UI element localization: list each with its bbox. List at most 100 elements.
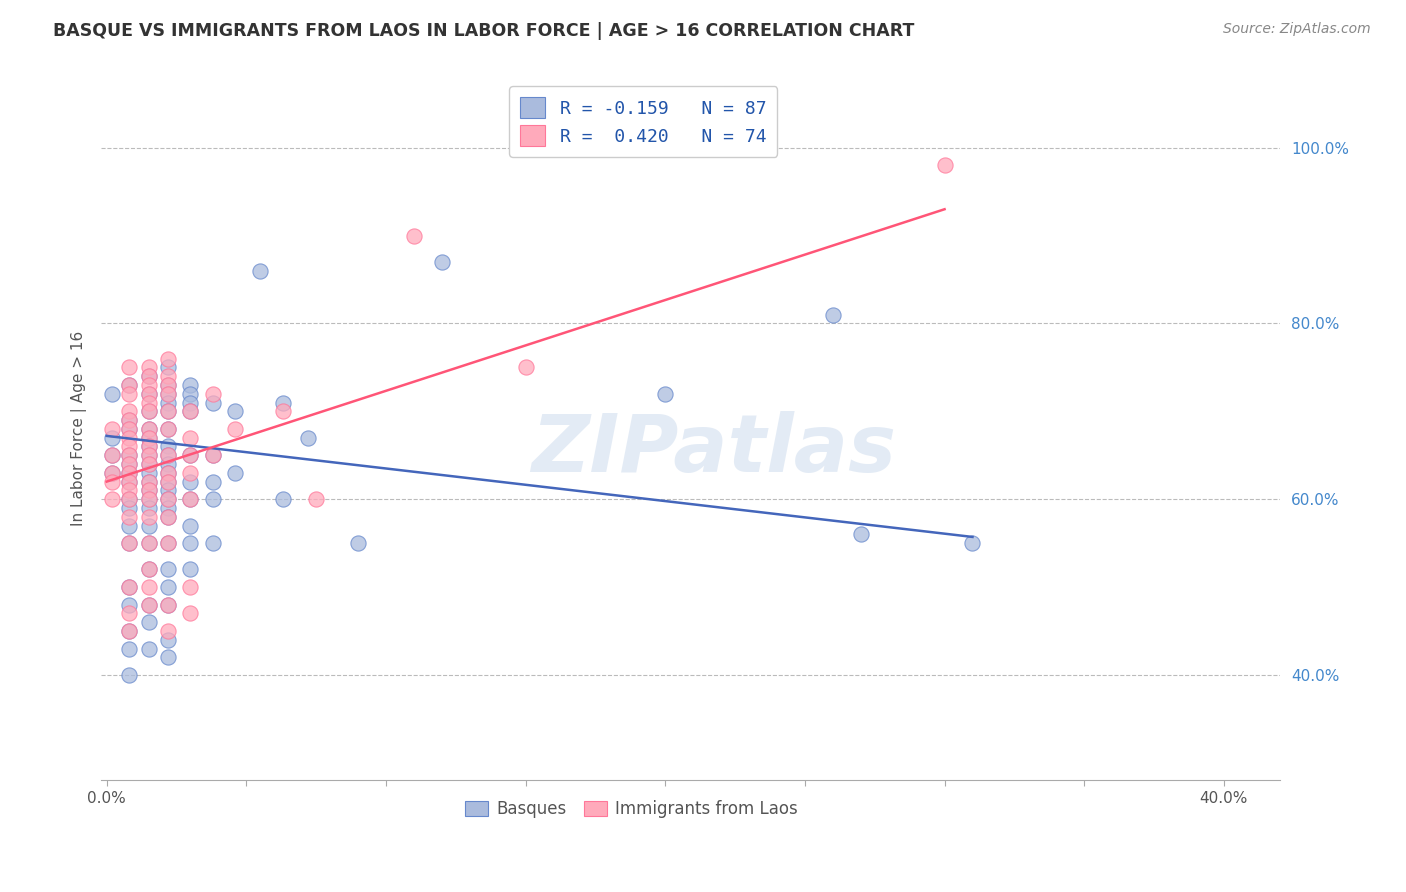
Point — [118, 580, 141, 594]
Text: Source: ZipAtlas.com: Source: ZipAtlas.com — [1223, 22, 1371, 37]
Point — [179, 518, 201, 533]
Point — [138, 457, 160, 471]
Point — [118, 413, 141, 427]
Point — [138, 386, 160, 401]
Point — [118, 483, 141, 498]
Point — [157, 466, 180, 480]
Point — [138, 475, 160, 489]
Point — [118, 580, 141, 594]
Point — [118, 422, 141, 436]
Point — [224, 466, 246, 480]
Point — [179, 386, 201, 401]
Point — [138, 562, 160, 576]
Point — [157, 448, 180, 462]
Point — [138, 483, 160, 498]
Point — [934, 158, 956, 172]
Point — [201, 386, 224, 401]
Point — [118, 404, 141, 418]
Y-axis label: In Labor Force | Age > 16: In Labor Force | Age > 16 — [72, 331, 87, 526]
Point — [305, 492, 328, 507]
Point — [118, 448, 141, 462]
Point — [179, 466, 201, 480]
Point — [138, 492, 160, 507]
Point — [157, 360, 180, 375]
Point — [157, 404, 180, 418]
Point — [157, 475, 180, 489]
Point — [201, 475, 224, 489]
Point — [201, 395, 224, 409]
Point — [118, 624, 141, 638]
Legend: Basques, Immigrants from Laos: Basques, Immigrants from Laos — [458, 793, 804, 825]
Point — [157, 632, 180, 647]
Point — [157, 509, 180, 524]
Point — [157, 483, 180, 498]
Point — [224, 422, 246, 436]
Point — [138, 500, 160, 515]
Point — [402, 228, 425, 243]
Point — [157, 580, 180, 594]
Point — [118, 607, 141, 621]
Point — [249, 264, 271, 278]
Point — [118, 378, 141, 392]
Point — [118, 378, 141, 392]
Point — [138, 422, 160, 436]
Point — [157, 598, 180, 612]
Point — [179, 404, 201, 418]
Point — [157, 404, 180, 418]
Point — [157, 509, 180, 524]
Point — [271, 492, 294, 507]
Point — [118, 536, 141, 550]
Point — [138, 386, 160, 401]
Point — [138, 360, 160, 375]
Point — [118, 500, 141, 515]
Point — [101, 422, 124, 436]
Point — [201, 536, 224, 550]
Point — [138, 457, 160, 471]
Point — [138, 378, 160, 392]
Point — [271, 395, 294, 409]
Point — [118, 360, 141, 375]
Point — [515, 360, 537, 375]
Point — [157, 624, 180, 638]
Point — [138, 536, 160, 550]
Point — [224, 404, 246, 418]
Point — [157, 422, 180, 436]
Point — [138, 395, 160, 409]
Point — [138, 369, 160, 384]
Point — [201, 448, 224, 462]
Point — [138, 475, 160, 489]
Point — [118, 439, 141, 453]
Point — [157, 395, 180, 409]
Point — [118, 457, 141, 471]
Point — [201, 448, 224, 462]
Point — [179, 404, 201, 418]
Point — [138, 492, 160, 507]
Point — [654, 386, 676, 401]
Point — [179, 448, 201, 462]
Text: ZIPatlas: ZIPatlas — [531, 411, 897, 489]
Point — [101, 492, 124, 507]
Point — [118, 598, 141, 612]
Point — [157, 378, 180, 392]
Point — [157, 562, 180, 576]
Point — [118, 457, 141, 471]
Point — [179, 431, 201, 445]
Point — [138, 509, 160, 524]
Point — [157, 351, 180, 366]
Point — [138, 641, 160, 656]
Point — [118, 641, 141, 656]
Point — [179, 580, 201, 594]
Point — [157, 422, 180, 436]
Point — [138, 431, 160, 445]
Point — [157, 500, 180, 515]
Point — [179, 448, 201, 462]
Point — [138, 404, 160, 418]
Point — [118, 492, 141, 507]
Point — [138, 536, 160, 550]
Point — [138, 369, 160, 384]
Point — [179, 492, 201, 507]
Point — [179, 607, 201, 621]
Point — [179, 395, 201, 409]
Point — [138, 615, 160, 629]
Point — [271, 404, 294, 418]
